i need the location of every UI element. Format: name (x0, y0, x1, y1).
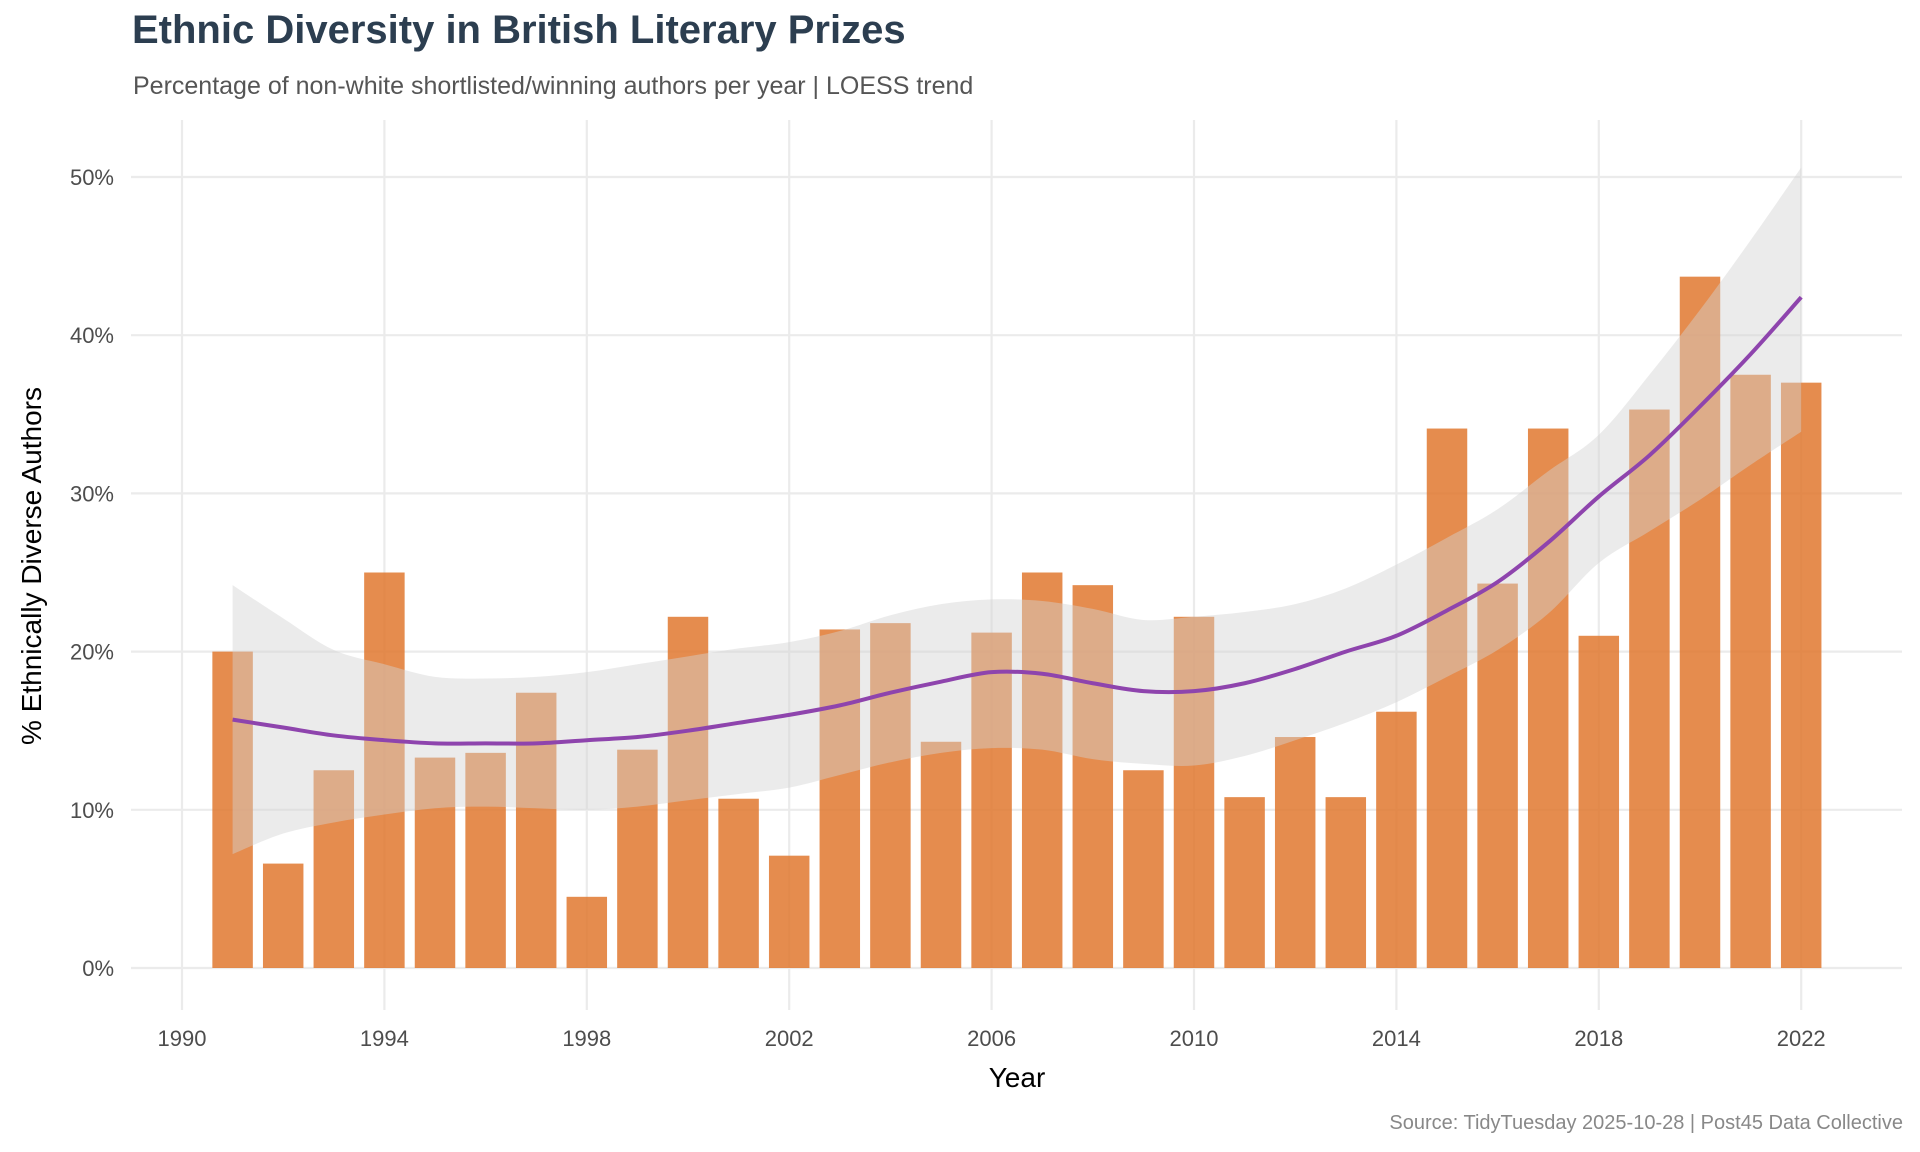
x-tick-label: 2014 (1372, 1026, 1421, 1051)
x-tick-label: 2006 (967, 1026, 1016, 1051)
y-tick-label: 30% (70, 481, 114, 506)
y-tick-label: 50% (70, 165, 114, 190)
bar-2019 (1629, 409, 1670, 969)
loess-confidence-ribbon (232, 167, 1802, 855)
loess-ribbon-group (232, 167, 1802, 855)
x-tick-label: 2010 (1170, 1026, 1219, 1051)
bar-2004 (870, 623, 911, 968)
bar-2015 (1426, 428, 1468, 969)
x-tick-label: 2018 (1574, 1026, 1623, 1051)
bar-2007 (1021, 572, 1063, 968)
bar-2010 (1173, 616, 1215, 968)
bar-1994 (364, 572, 405, 968)
bar-2013 (1325, 797, 1367, 968)
x-tick-label: 2002 (765, 1026, 814, 1051)
loess-line-group (232, 295, 1803, 746)
bar-2022 (1780, 382, 1822, 968)
loess-trend-line (232, 295, 1803, 746)
chart-title: Ethnic Diversity in British Literary Pri… (132, 8, 906, 52)
bar-2000 (667, 616, 709, 968)
bar-2021 (1730, 374, 1771, 968)
y-tick-label: 10% (70, 798, 114, 823)
chart-subtitle: Percentage of non-white shortlisted/winn… (133, 72, 974, 100)
bar-2005 (920, 741, 962, 968)
bars (212, 276, 1822, 969)
x-tick-label: 1990 (158, 1026, 207, 1051)
x-tick-label: 1998 (562, 1026, 611, 1051)
bar-1997 (515, 692, 557, 968)
y-axis-label: % Ethnically Diverse Authors (16, 387, 47, 745)
bar-1995 (414, 757, 456, 968)
y-tick-label: 0% (82, 956, 114, 981)
y-tick-label: 40% (70, 323, 114, 348)
y-tick-label: 20% (70, 640, 114, 665)
bar-2016 (1477, 583, 1518, 968)
bar-2014 (1376, 711, 1417, 968)
bar-2001 (718, 798, 759, 968)
bar-1993 (313, 770, 355, 968)
bar-2008 (1072, 585, 1114, 968)
bar-2006 (971, 632, 1012, 968)
x-tick-label: 2022 (1777, 1026, 1826, 1051)
y-axis-ticks: 0% 10% 20% 30% 40% 50% (70, 165, 114, 981)
bar-2002 (768, 855, 810, 968)
bar-2018 (1578, 635, 1620, 968)
x-tick-label: 1994 (360, 1026, 409, 1051)
bar-1992 (262, 863, 304, 968)
bar-2003 (819, 629, 861, 968)
bar-2011 (1224, 797, 1265, 968)
bar-2017 (1527, 428, 1569, 969)
x-axis-ticks: 1990 1994 1998 2002 2006 2010 2014 2018 2022 (158, 1026, 1826, 1051)
bar-1996 (465, 752, 506, 968)
x-axis-label: Year (989, 1062, 1046, 1093)
bar-1991 (212, 651, 253, 968)
bar-2009 (1123, 770, 1164, 968)
bar-1998 (566, 896, 608, 968)
bar-1999 (617, 749, 658, 968)
chart-caption: Source: TidyTuesday 2025-10-28 | Post45 … (1389, 1112, 1903, 1134)
bar-2012 (1274, 737, 1316, 968)
